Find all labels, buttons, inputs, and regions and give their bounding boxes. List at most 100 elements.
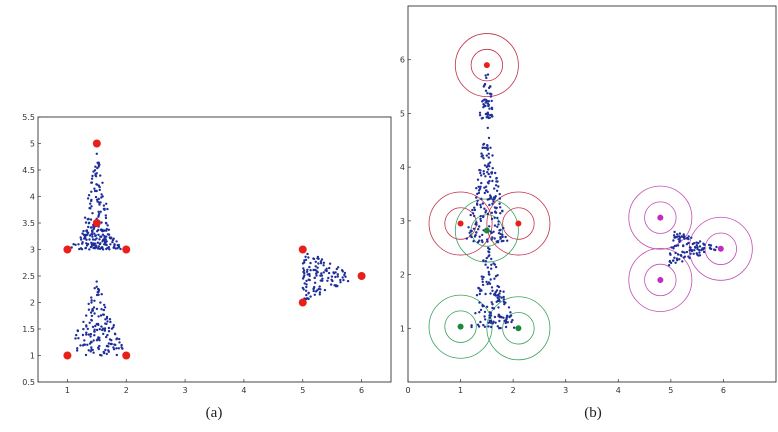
data-point [99,210,102,213]
x-tick-label: 1 [458,386,463,395]
x-tick-label: 1 [65,386,70,395]
data-point [98,185,101,189]
data-point [304,255,307,258]
data-point [74,243,77,246]
data-point [483,164,487,167]
data-point [499,326,502,330]
data-point [484,263,487,266]
data-point [95,172,99,175]
data-point [91,238,95,241]
data-point [99,353,102,357]
data-point [109,342,113,346]
data-point [313,276,316,280]
data-point [478,168,481,172]
panel-b-frame [407,5,777,383]
data-point [314,290,318,293]
data-point [90,233,94,236]
data-point [91,212,94,215]
data-point [477,228,480,231]
data-point [306,273,309,276]
data-point [483,98,486,101]
data-point [314,260,317,263]
data-point [486,92,489,95]
data-point [700,248,703,252]
data-point [480,181,483,185]
data-point [488,107,491,110]
data-point [484,318,487,321]
data-point [85,314,88,317]
data-point [94,324,97,328]
influence-ring [444,310,477,343]
data-point [487,273,491,276]
data-point [476,241,480,244]
data-point [490,113,493,117]
data-point [108,318,112,321]
data-point [115,347,118,350]
data-point [75,333,78,337]
data-point [91,325,95,329]
data-point [91,235,94,238]
data-point [669,253,672,256]
data-point [326,279,329,282]
data-point [101,327,105,330]
data-point [82,327,85,331]
data-point [500,316,503,319]
vertex-marker [122,245,131,254]
data-point [304,289,308,292]
data-point [325,267,328,270]
data-point [499,289,502,293]
vertex-marker [122,351,131,360]
influence-ring [428,191,493,256]
data-point [481,283,485,287]
data-point [484,175,487,178]
panel-b-caption: (b) [584,405,602,421]
data-point [469,213,472,217]
data-point [477,286,480,290]
data-point [487,281,491,284]
data-point [86,327,90,331]
data-point [687,237,690,241]
data-point [509,314,513,317]
data-point [496,274,499,277]
data-point [96,161,99,164]
data-point [115,240,118,243]
data-point [490,211,494,214]
data-point [499,236,502,239]
influence-ring [644,263,677,297]
data-point [102,308,106,312]
y-tick-label: 2 [400,271,405,280]
data-point [685,250,689,254]
data-point [94,195,98,199]
data-point [89,340,93,343]
data-point [95,152,99,155]
data-point [465,237,468,240]
data-point [103,237,106,240]
data-point [482,323,485,327]
data-point [475,223,478,226]
data-point [497,306,500,309]
data-point [95,198,99,201]
data-point [76,347,79,350]
data-point [102,238,106,242]
x-tick-label: 2 [124,386,129,395]
data-point [101,233,105,236]
data-point [312,257,315,260]
data-point [84,246,88,250]
data-point [695,241,698,244]
data-point [500,296,503,299]
data-point [698,254,702,257]
data-point [94,234,98,237]
data-point [105,229,108,232]
data-point [475,187,478,190]
data-point [467,226,470,229]
data-point [678,258,681,261]
data-point [497,232,501,235]
data-point [95,328,99,332]
data-point [111,238,115,242]
data-point [499,206,502,209]
data-point [502,226,505,230]
data-point [342,278,345,282]
data-point [502,295,505,299]
data-point [90,226,93,229]
data-point [498,319,501,323]
